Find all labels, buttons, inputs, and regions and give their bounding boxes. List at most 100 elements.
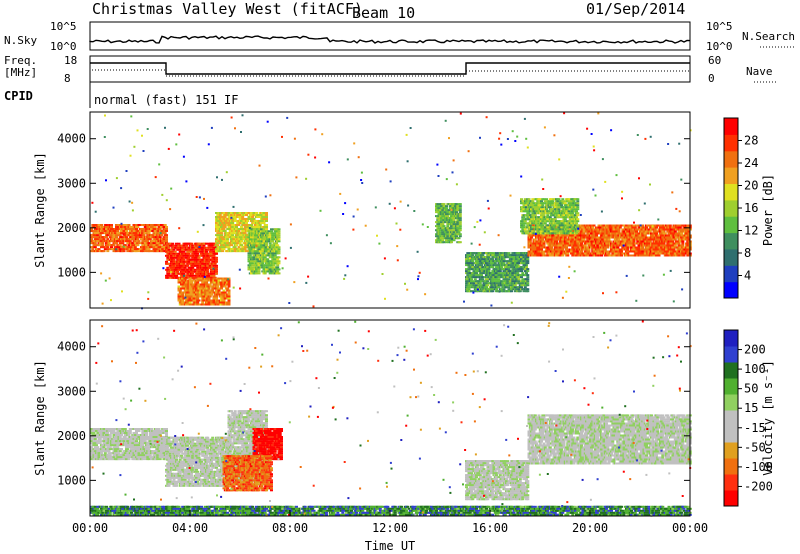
power-data-cells xyxy=(90,112,692,310)
data-cell xyxy=(238,236,242,239)
data-cell xyxy=(115,238,118,241)
data-cell xyxy=(566,252,570,255)
data-cell xyxy=(491,288,495,291)
data-cell xyxy=(641,224,645,227)
data-cell xyxy=(257,270,261,273)
data-cell xyxy=(235,228,238,230)
data-cell xyxy=(141,244,145,247)
data-cell xyxy=(517,288,521,291)
data-cell xyxy=(491,266,495,269)
data-cell xyxy=(645,230,648,233)
data-cell xyxy=(167,248,171,251)
data-cell xyxy=(533,238,537,241)
data-cell xyxy=(190,291,193,294)
data-cell xyxy=(513,284,517,287)
data-cell xyxy=(186,264,190,267)
data-cell xyxy=(268,266,272,269)
data-cell xyxy=(147,242,151,245)
data-cell xyxy=(516,272,520,275)
data-cell xyxy=(210,299,213,302)
data-cell xyxy=(537,252,541,255)
data-cell xyxy=(247,242,251,245)
data-cell xyxy=(513,290,517,293)
data-cell xyxy=(160,234,163,237)
data-cell xyxy=(125,236,128,239)
data-cell xyxy=(458,217,462,220)
data-cell xyxy=(252,254,256,257)
data-cell xyxy=(510,290,513,293)
data-cell xyxy=(255,246,258,249)
data-cell xyxy=(596,244,600,247)
data-cell xyxy=(212,274,216,277)
data-cell xyxy=(520,266,523,269)
data-cell xyxy=(526,256,530,259)
data-cell xyxy=(272,258,276,261)
data-cell xyxy=(170,254,173,257)
data-cell xyxy=(180,283,183,286)
data-cell xyxy=(273,260,277,263)
data-cell xyxy=(136,226,140,228)
data-cell xyxy=(90,238,93,241)
data-cell xyxy=(558,244,562,247)
data-cell xyxy=(516,256,520,259)
data-cell xyxy=(493,268,497,271)
data-cell xyxy=(140,238,143,241)
data-cell xyxy=(515,268,518,271)
data-cell xyxy=(261,238,265,241)
data-cell xyxy=(485,252,488,255)
data-cell xyxy=(508,280,512,283)
data-cell xyxy=(200,283,203,286)
data-cell xyxy=(148,238,152,241)
data-cell xyxy=(193,260,197,263)
data-cell xyxy=(538,242,542,245)
data-cell xyxy=(521,278,525,281)
data-cell xyxy=(517,280,521,283)
data-cell xyxy=(188,293,192,296)
data-cell xyxy=(446,215,450,218)
data-cell xyxy=(277,252,281,255)
data-cell xyxy=(571,246,575,249)
data-cell xyxy=(505,268,508,271)
data-cell xyxy=(118,234,122,237)
data-cell xyxy=(655,238,658,241)
data-cell xyxy=(215,291,218,294)
data-cell xyxy=(248,264,252,267)
data-cell xyxy=(227,279,231,282)
data-cell xyxy=(257,272,261,275)
data-cell xyxy=(265,228,268,231)
data-cell xyxy=(182,272,186,275)
data-cell xyxy=(450,241,453,244)
data-cell xyxy=(603,254,607,257)
data-cell xyxy=(168,264,172,267)
data-cell xyxy=(178,289,182,292)
data-cell xyxy=(276,270,280,273)
data-cell xyxy=(438,231,442,234)
data-cell xyxy=(551,250,555,253)
data-cell xyxy=(231,250,235,253)
data-cell xyxy=(237,246,241,249)
data-cell xyxy=(440,221,443,224)
data-cell xyxy=(192,274,196,277)
data-cell xyxy=(273,234,277,237)
data-cell xyxy=(583,234,587,237)
data-cell xyxy=(451,229,455,232)
data-cell xyxy=(228,234,232,237)
data-cell xyxy=(506,278,510,281)
data-cell xyxy=(480,280,483,283)
data-cell xyxy=(526,278,530,281)
data-cell xyxy=(181,266,185,269)
data-cell xyxy=(268,242,272,245)
data-cell xyxy=(126,242,130,245)
data-cell xyxy=(235,220,238,222)
data-cell xyxy=(588,236,592,239)
data-cell xyxy=(587,250,591,253)
data-cell xyxy=(190,279,193,282)
data-cell xyxy=(187,262,191,265)
data-cell xyxy=(215,297,218,300)
data-cell xyxy=(445,207,448,210)
data-cell xyxy=(197,256,201,259)
data-cell xyxy=(262,218,266,220)
data-cell xyxy=(617,224,621,227)
data-cell xyxy=(600,228,603,231)
data-cell xyxy=(603,246,607,249)
